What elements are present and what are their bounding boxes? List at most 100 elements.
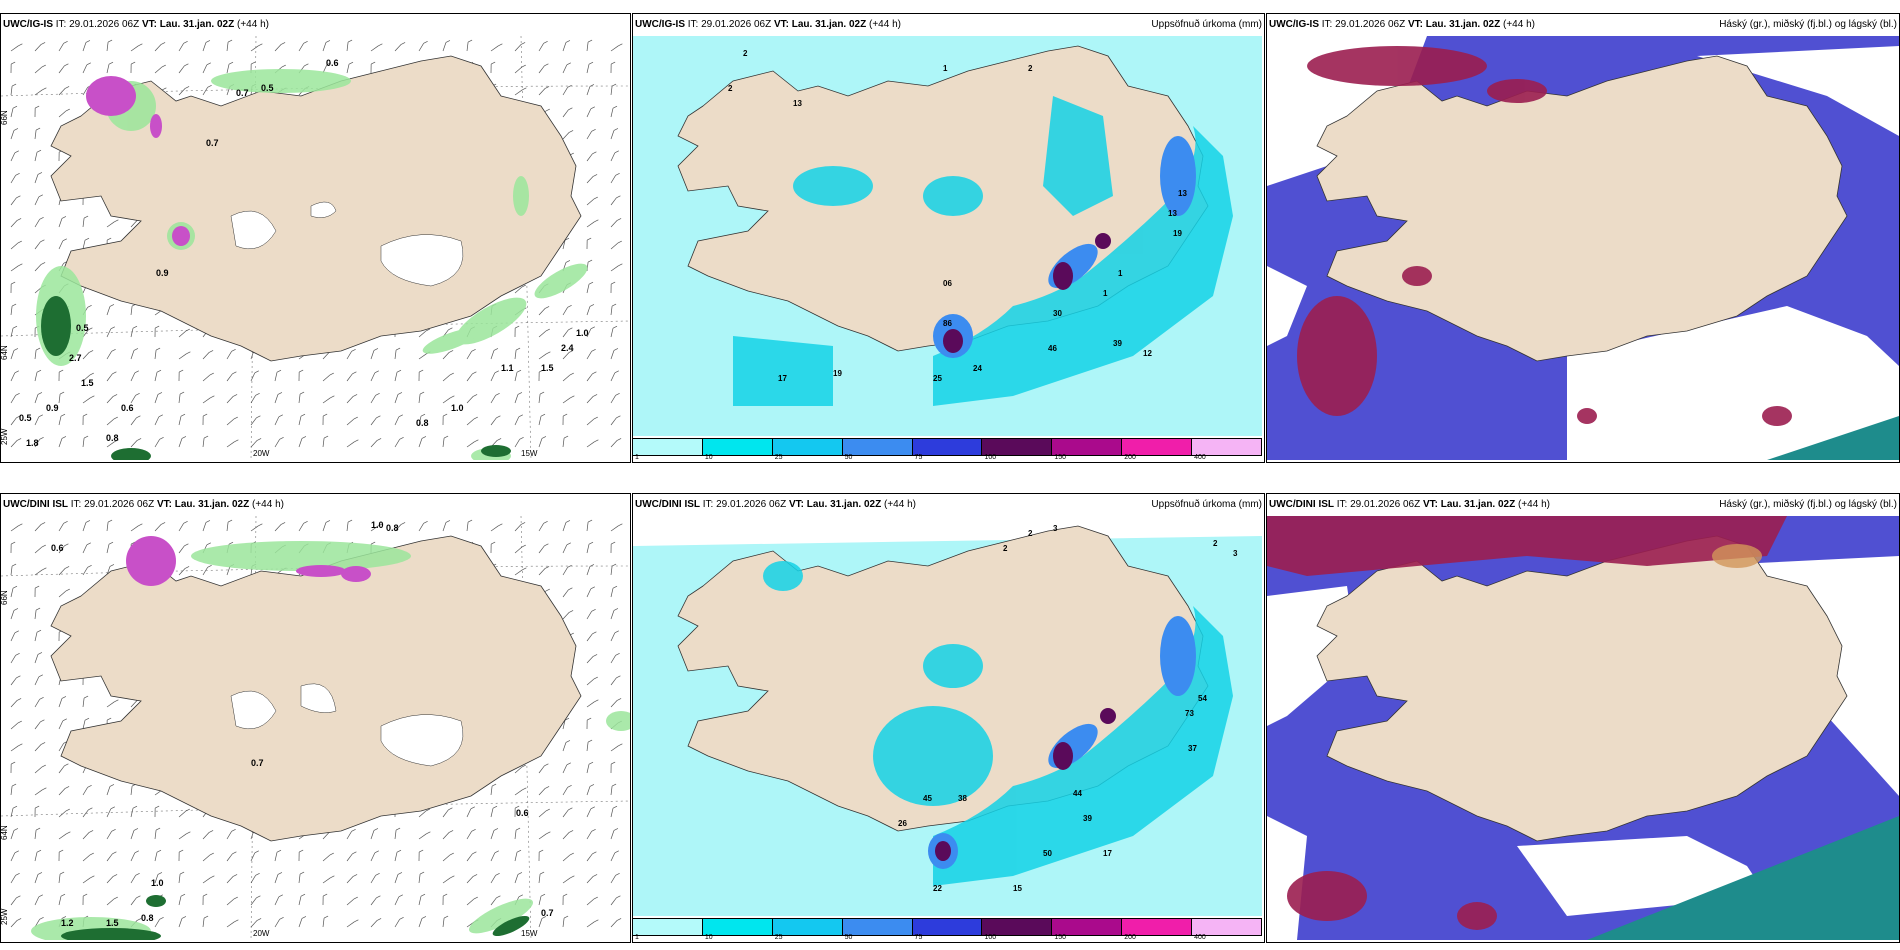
wind-barb: [322, 854, 331, 862]
wind-barb-flag: [111, 828, 116, 832]
precip-value: 0.9: [156, 268, 169, 278]
wind-barb-flag: [39, 436, 44, 440]
wind-barb-flag: [135, 872, 140, 876]
wind-barb: [82, 544, 88, 554]
wind-barb: [226, 42, 229, 52]
wind-barb-flag: [491, 541, 496, 545]
wind-barb: [538, 765, 545, 774]
wind-barb-flag: [15, 652, 20, 656]
wind-barb-flag: [353, 416, 358, 420]
wind-barb: [10, 306, 13, 316]
wind-barb-flag: [18, 263, 23, 267]
wind-barb-flag: [519, 436, 524, 440]
wind-barb-flag: [516, 369, 522, 373]
wind-barb-flag: [589, 564, 595, 567]
wind-barb-flag: [59, 871, 65, 875]
wind-barb: [466, 373, 473, 382]
wind-barb-flag: [494, 370, 499, 374]
wind-barb-flag: [35, 607, 41, 611]
panel-header: UWC/IG-IS IT: 29.01.2026 06Z VT: Lau. 31…: [633, 14, 1264, 36]
wind-barb: [58, 833, 67, 840]
wind-barb: [538, 394, 541, 404]
wind-barb-flag: [565, 520, 571, 523]
wind-barb: [82, 720, 86, 730]
wind-barb-flag: [136, 895, 141, 899]
wind-map[interactable]: 0.6 0.7 0.5 0.7 0.9 0.5 2.7 1.5 0.5 0.9 …: [1, 36, 630, 460]
wind-barb: [610, 700, 618, 708]
wind-barb-flag: [109, 304, 115, 307]
wind-barb-flag: [443, 413, 448, 417]
wind-barb-flag: [567, 84, 572, 88]
wind-barb: [610, 220, 618, 228]
wind-barb: [178, 43, 184, 52]
wind-barb: [562, 307, 568, 316]
wind-barb-flag: [18, 43, 23, 47]
wind-barb-flag: [594, 439, 599, 443]
wind-barb-flag: [16, 698, 22, 701]
wind-barb: [34, 394, 39, 404]
wind-barb: [106, 351, 112, 360]
wind-barb-flag: [64, 86, 70, 89]
wind-barb: [58, 874, 61, 884]
wind-barb: [586, 441, 595, 448]
wind-barb-flag: [611, 563, 617, 567]
wind-barb-flag: [303, 40, 308, 44]
model-name: UWC/DINI ISL: [635, 499, 700, 510]
wind-barb-flag: [228, 61, 234, 65]
wind-barb: [586, 786, 591, 796]
wind-barb: [274, 372, 278, 382]
valid-label: VT:: [141, 19, 157, 30]
wind-barb-flag: [114, 439, 119, 443]
wind-barb: [586, 176, 594, 184]
wind-barb-flag: [159, 436, 164, 440]
precip-value: 17: [778, 374, 787, 383]
wind-barb: [586, 131, 592, 140]
wind-barb-flag: [515, 325, 520, 329]
wind-barb-flag: [397, 392, 403, 395]
wind-map[interactable]: 0.6 1.0 0.8 0.7 1.0 1.2 1.5 0.8 0.6 0.7 …: [1, 516, 630, 940]
wind-barb: [106, 831, 112, 840]
wind-barb: [10, 610, 15, 620]
wind-barb-flag: [518, 894, 523, 898]
wind-barb: [274, 439, 280, 448]
wind-barb-flag: [39, 916, 44, 920]
precip-value: 17: [1103, 849, 1112, 858]
wind-barb: [178, 416, 182, 426]
wind-barb: [442, 809, 449, 818]
wind-barb-flag: [59, 369, 64, 373]
wind-barb-flag: [421, 916, 427, 919]
legend-swatch: [912, 919, 983, 935]
wind-barb-flag: [590, 106, 595, 110]
wind-barb: [106, 876, 114, 884]
wind-barb-flag: [323, 893, 328, 897]
wind-barb: [10, 677, 17, 686]
legend-swatch: [842, 439, 913, 455]
legend-swatch: [1122, 919, 1193, 935]
wind-barb: [418, 833, 427, 840]
wind-barb: [586, 921, 595, 928]
wind-barb: [250, 372, 256, 382]
wind-barb: [394, 350, 397, 360]
wind-barb: [130, 328, 134, 338]
cloud-map[interactable]: [1267, 36, 1899, 460]
wind-barb: [346, 418, 355, 426]
wind-barb: [34, 524, 42, 532]
wind-barb: [466, 808, 472, 818]
wind-barb: [394, 439, 400, 448]
cloud-map[interactable]: [1267, 516, 1899, 940]
wind-barb-flag: [493, 828, 499, 831]
wind-barb: [10, 350, 15, 360]
precip-map[interactable]: 2 3 2 2 3 26 45 38 44 39 50 17 22 15 37 …: [633, 516, 1262, 916]
wind-barb-flag: [545, 588, 550, 592]
precip-map[interactable]: 2 1 2 2 13 1 1 30 46 39 12 24 25 19 17 0…: [633, 36, 1262, 436]
wind-barb-flag: [162, 87, 167, 91]
wind-barb: [586, 701, 595, 708]
wind-barb-flag: [133, 348, 139, 351]
wind-barb-flag: [88, 807, 93, 811]
wind-barb-flag: [16, 415, 21, 419]
wind-barb: [586, 588, 592, 598]
wind-barb: [82, 698, 85, 708]
legend-swatch: [702, 439, 773, 455]
wind-barb: [562, 438, 565, 448]
wind-barb: [370, 830, 375, 840]
